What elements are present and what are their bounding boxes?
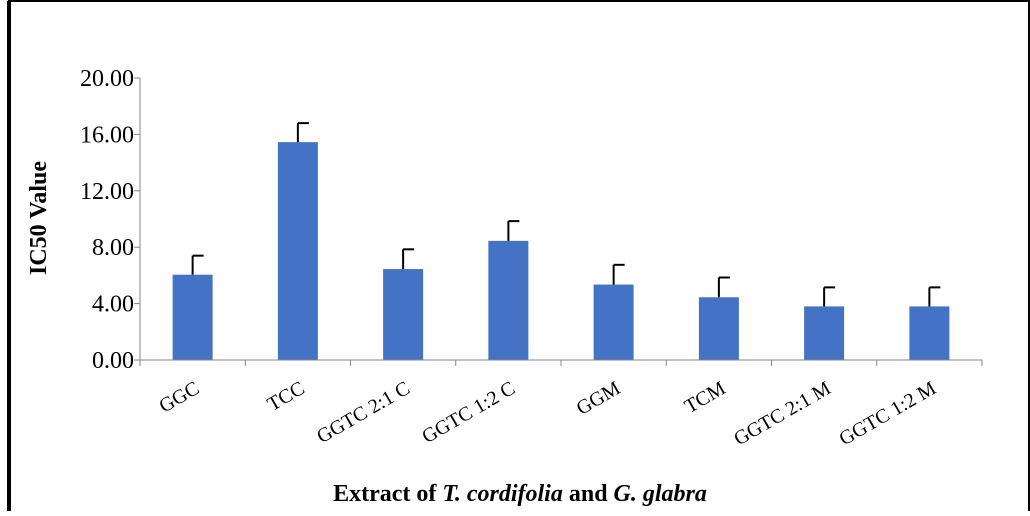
y-tick-label-4: 16.00 [80,122,134,148]
y-tick-label-3: 12.00 [80,179,134,205]
x-tick-label-6: GGTC 2:1 M [730,377,835,450]
bar-1 [277,142,318,360]
x-axis-label-part-1: T. cordifolia [442,481,562,507]
bar-2 [383,269,424,360]
x-tick-labels: GGC TCC GGTC 2:1 C GGTC 1:2 C GGM TCM GGTC 2:1… [156,377,941,450]
x-tick-label-0: GGC [156,377,204,417]
x-axis-label-part-3: G. glabra [614,481,707,507]
bar-6 [804,306,845,360]
bar-7 [909,306,950,360]
bar-0 [172,274,213,360]
x-tick-label-5: TCM [681,377,730,418]
bar-4 [593,284,634,360]
bar-5 [698,297,739,360]
y-tick-labels: 0.00 4.00 8.00 12.00 16.00 20.00 [80,66,134,374]
x-tick-label-3: GGTC 1:2 C [418,377,518,448]
axes-group [134,77,983,366]
x-tick-label-2: GGTC 2:1 C [313,377,413,448]
x-axis-label-part-2: and [563,481,614,507]
y-axis-label: IC50 Value [26,161,52,275]
error-bars-group [191,122,941,307]
y-tick-label-2: 8.00 [92,235,134,261]
bars-group [172,142,950,360]
bar-3 [488,240,529,360]
y-tick-label-0: 0.00 [92,348,134,374]
x-axis-label: Extract of T. cordifolia and G. glabra [333,481,707,507]
x-tick-label-7: GGTC 1:2 M [836,377,941,450]
y-tick-label-5: 20.00 [80,66,134,92]
x-tick-label-1: TCC [264,377,309,416]
y-tick-label-1: 4.00 [92,292,134,318]
x-tick-label-4: GGM [573,377,625,419]
x-axis-label-part-0: Extract of [333,481,442,507]
